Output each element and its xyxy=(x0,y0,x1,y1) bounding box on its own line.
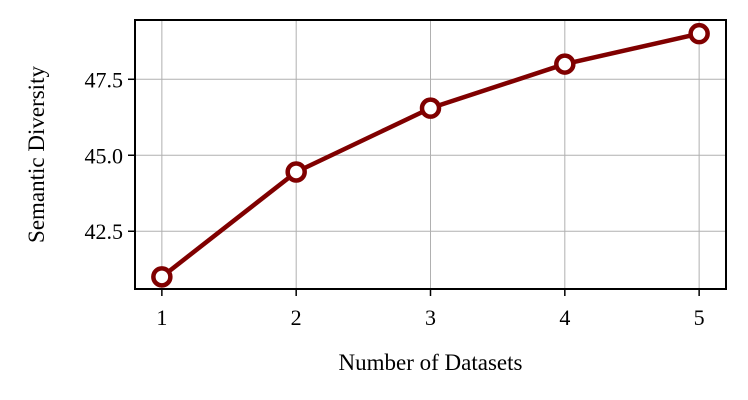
series-layer xyxy=(151,22,710,288)
data-point-marker xyxy=(151,266,173,288)
x-tick-label: 3 xyxy=(425,305,436,330)
data-point-marker xyxy=(419,97,442,119)
y-tick-label: 45.0 xyxy=(85,143,124,168)
y-axis-title: Semantic Diversity xyxy=(24,66,49,243)
axis-ticks: 1 2 3 4 5 42.5 45.0 47.5 xyxy=(85,67,705,330)
x-tick-label: 1 xyxy=(156,305,167,330)
data-point-marker xyxy=(688,22,710,45)
data-point-marker xyxy=(554,53,576,75)
x-tick-label: 2 xyxy=(291,305,302,330)
grid-lines xyxy=(135,20,726,289)
x-tick-label: 5 xyxy=(694,305,705,330)
y-tick-label: 47.5 xyxy=(85,67,124,92)
x-axis-title: Number of Datasets xyxy=(339,350,523,375)
x-tick-label: 4 xyxy=(559,305,570,330)
data-point-marker xyxy=(285,161,307,183)
y-tick-label: 42.5 xyxy=(85,219,124,244)
